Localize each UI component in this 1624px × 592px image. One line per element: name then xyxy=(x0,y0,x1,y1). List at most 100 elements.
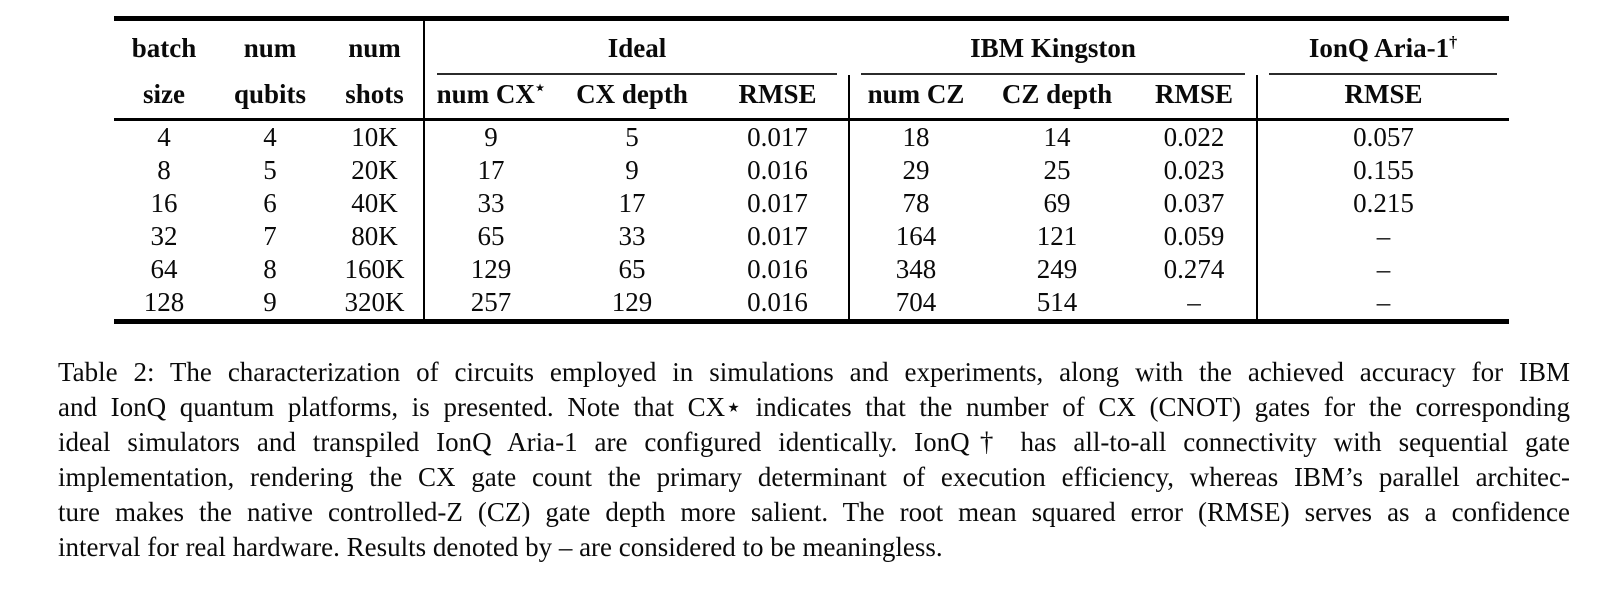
header-num-shots: shots xyxy=(326,75,424,121)
table-cell: 0.215 xyxy=(1256,187,1510,220)
header-batch-size: size xyxy=(114,75,214,121)
header-num-qubits: qubits xyxy=(214,75,326,121)
caption-line: ideal simulators and transpiled IonQ Ari… xyxy=(58,427,1570,457)
header-ionq-rmse: RMSE xyxy=(1256,75,1510,121)
table-cell: 0.016 xyxy=(747,155,808,185)
table-row: 128 9 320K 257 129 0.016 704 514 – – xyxy=(114,286,1510,322)
table-cell: 0.057 xyxy=(1256,119,1510,154)
table-cell: 0.274 xyxy=(1163,254,1225,284)
table-cell: 0.155 xyxy=(1256,154,1510,187)
table-cell: 17 xyxy=(618,188,646,218)
header-ideal-rmse: RMSE xyxy=(707,75,850,121)
table-cell: 160K xyxy=(344,254,405,284)
table-cell: 33 xyxy=(618,221,646,251)
table-cell: 0.017 xyxy=(747,188,808,218)
table-cell: 29 xyxy=(848,154,983,187)
table-cell: 64 xyxy=(150,254,178,284)
table-cell: 9 xyxy=(263,287,277,317)
table-cell: 9 xyxy=(423,119,557,154)
caption-line: implementation, rendering the CX gate co… xyxy=(58,462,1570,492)
table-cell: – xyxy=(1256,220,1510,253)
group-header-ideal-label: Ideal xyxy=(437,33,838,75)
table-cell: 320K xyxy=(344,287,405,317)
group-header-ionq-aria-label: IonQ Aria-1† xyxy=(1269,33,1498,75)
table-cell: 0.037 xyxy=(1163,188,1225,218)
header-row-groups: batch num num Ideal IBM Kingston IonQ Ar… xyxy=(114,18,1509,76)
caption-line: and IonQ quantum platforms, is presented… xyxy=(58,392,1570,422)
table-cell: 6 xyxy=(263,188,277,218)
table-cell: 704 xyxy=(848,286,983,322)
table-cell: 0.022 xyxy=(1163,122,1225,152)
header-batch-top-label: batch xyxy=(131,33,197,63)
table-cell: 78 xyxy=(848,187,983,220)
table-row: 4 4 10K 9 5 0.017 18 14 0.022 0.057 xyxy=(114,119,1510,154)
caption-line: Table 2: The characterization of circuit… xyxy=(58,357,1570,387)
table-cell: 65 xyxy=(423,220,557,253)
table-row: 16 6 40K 33 17 0.017 78 69 0.037 0.215 xyxy=(114,187,1510,220)
star-superscript: ⋆ xyxy=(534,78,546,97)
table-cell: 18 xyxy=(848,119,983,154)
table-cell: 129 xyxy=(423,253,557,286)
table-cell: 0.016 xyxy=(747,287,808,317)
table-cell: 0.017 xyxy=(747,122,808,152)
table-cell: 25 xyxy=(1043,155,1071,185)
table-cell: 5 xyxy=(263,155,277,185)
header-numshots-top: num xyxy=(326,19,424,76)
table-cell: 514 xyxy=(1036,287,1078,317)
table-caption: Table 2: The characterization of circuit… xyxy=(58,355,1570,565)
header-row-columns: size qubits shots num CX⋆ CX depth RMSE … xyxy=(114,75,1510,121)
header-numqubits-top-label: num xyxy=(243,33,297,63)
circuit-characterization-table: batch num num Ideal IBM Kingston IonQ Ar… xyxy=(114,16,1510,324)
table-cell: 0.023 xyxy=(1163,155,1225,185)
table-cell: 33 xyxy=(423,187,557,220)
table-cell: 40K xyxy=(351,188,398,218)
table-cell: – xyxy=(1256,253,1510,286)
header-num-cx: num CX⋆ xyxy=(423,75,557,121)
table-cell: 164 xyxy=(848,220,983,253)
table-cell: 20K xyxy=(351,155,398,185)
group-header-ionq-aria: IonQ Aria-1† xyxy=(1257,19,1509,75)
header-num-cz: num CZ xyxy=(848,75,983,121)
group-header-ideal: Ideal xyxy=(422,18,850,75)
table-cell: 7 xyxy=(263,221,277,251)
table-cell: 10K xyxy=(351,122,398,152)
table-row: 8 5 20K 17 9 0.016 29 25 0.023 0.155 xyxy=(114,154,1510,187)
table-cell: 0.059 xyxy=(1163,221,1225,251)
table-cell: 129 xyxy=(611,287,653,317)
table-cell: 128 xyxy=(143,287,185,317)
dagger-superscript: † xyxy=(1449,33,1458,51)
table-cell: 17 xyxy=(423,154,557,187)
group-header-ibm-kingston-label: IBM Kingston xyxy=(861,33,1246,75)
header-numshots-top-label: num xyxy=(348,33,401,63)
header-numqubits-top: num xyxy=(214,19,326,76)
table-cell: – xyxy=(1187,287,1201,317)
table-cell: 4 xyxy=(263,122,277,152)
table-cell: 257 xyxy=(423,286,557,322)
table-cell: 348 xyxy=(848,253,983,286)
table-cell: 65 xyxy=(618,254,646,284)
header-ibm-rmse: RMSE xyxy=(1132,75,1258,121)
table-cell: 69 xyxy=(1043,188,1071,218)
table-cell: 249 xyxy=(1036,254,1078,284)
table-cell: 4 xyxy=(157,122,171,152)
group-header-ibm-kingston: IBM Kingston xyxy=(849,19,1257,75)
header-num-cx-label: num CX xyxy=(436,79,535,109)
table-row: 64 8 160K 129 65 0.016 348 249 0.274 – xyxy=(114,253,1510,286)
table-cell: 14 xyxy=(1043,122,1071,152)
header-cz-depth: CZ depth xyxy=(982,75,1133,121)
ionq-label-text: IonQ Aria-1 xyxy=(1308,33,1450,63)
table-cell: 8 xyxy=(157,155,171,185)
caption-line: interval for real hardware. Results deno… xyxy=(58,532,943,562)
table-cell: 32 xyxy=(150,221,178,251)
paper-page: batch num num Ideal IBM Kingston IonQ Ar… xyxy=(0,16,1624,592)
table-cell: 0.017 xyxy=(747,221,808,251)
table-cell: 8 xyxy=(263,254,277,284)
table-cell: 0.016 xyxy=(747,254,808,284)
table-cell: 121 xyxy=(1036,221,1078,251)
table-cell: 16 xyxy=(150,188,178,218)
caption-line: ture makes the native controlled-Z (CZ) … xyxy=(58,497,1570,527)
table-row: 32 7 80K 65 33 0.017 164 121 0.059 – xyxy=(114,220,1510,253)
table-cell: 80K xyxy=(351,221,398,251)
header-batch-top: batch xyxy=(114,19,214,76)
header-cx-depth: CX depth xyxy=(557,75,707,121)
